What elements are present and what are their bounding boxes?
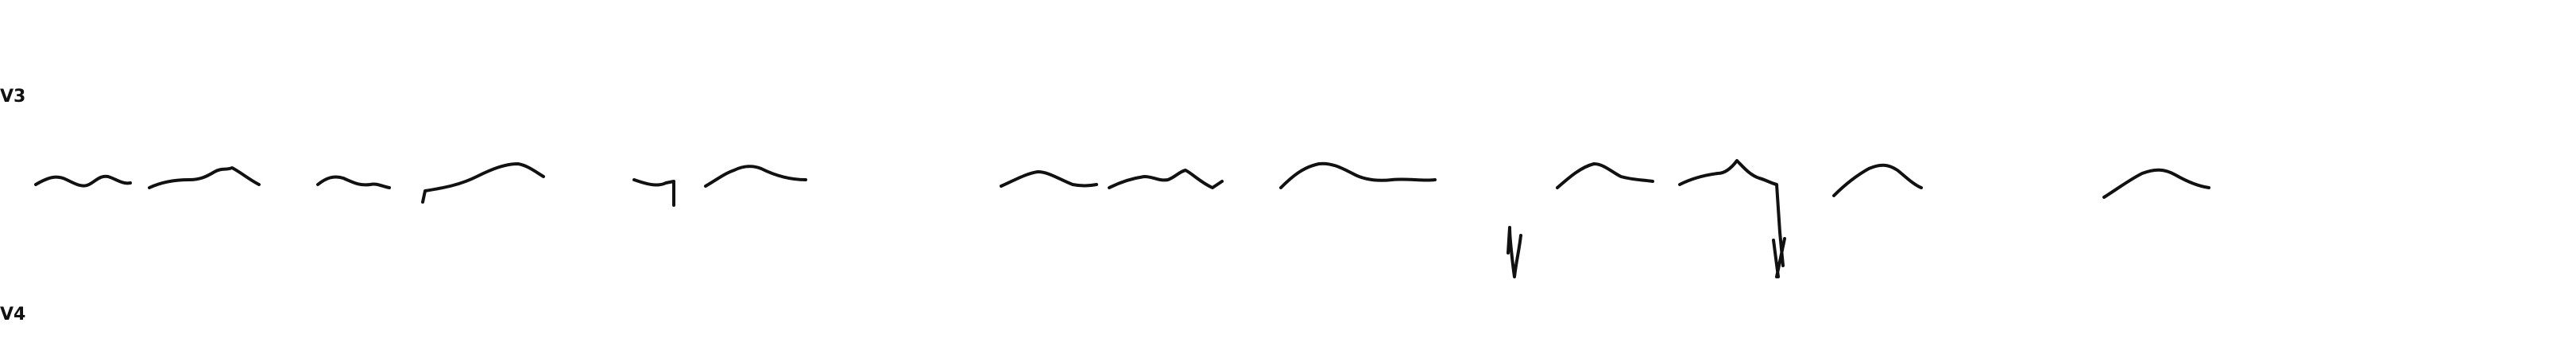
beat-segment-1 bbox=[34, 174, 132, 188]
beat-segment-2 bbox=[148, 166, 261, 189]
beat-segment-10 bbox=[1507, 226, 1522, 278]
beat-segment-7 bbox=[1000, 170, 1098, 188]
beat-segment-13 bbox=[1832, 163, 1923, 197]
beat-segment-12 bbox=[1678, 159, 1786, 278]
beat-segment-11 bbox=[1556, 162, 1654, 189]
lead-label-top: V3 bbox=[0, 87, 25, 107]
beat-segment-9 bbox=[1279, 161, 1437, 189]
beat-segment-3 bbox=[316, 175, 391, 189]
waveform-trace bbox=[34, 159, 2210, 278]
beat-segment-14 bbox=[2102, 168, 2210, 199]
beat-segment-5 bbox=[632, 178, 675, 207]
beat-segment-8 bbox=[1108, 169, 1224, 189]
beat-segment-4 bbox=[421, 162, 545, 204]
beat-segment-6 bbox=[704, 165, 807, 188]
lead-label-bottom: V4 bbox=[0, 305, 25, 325]
